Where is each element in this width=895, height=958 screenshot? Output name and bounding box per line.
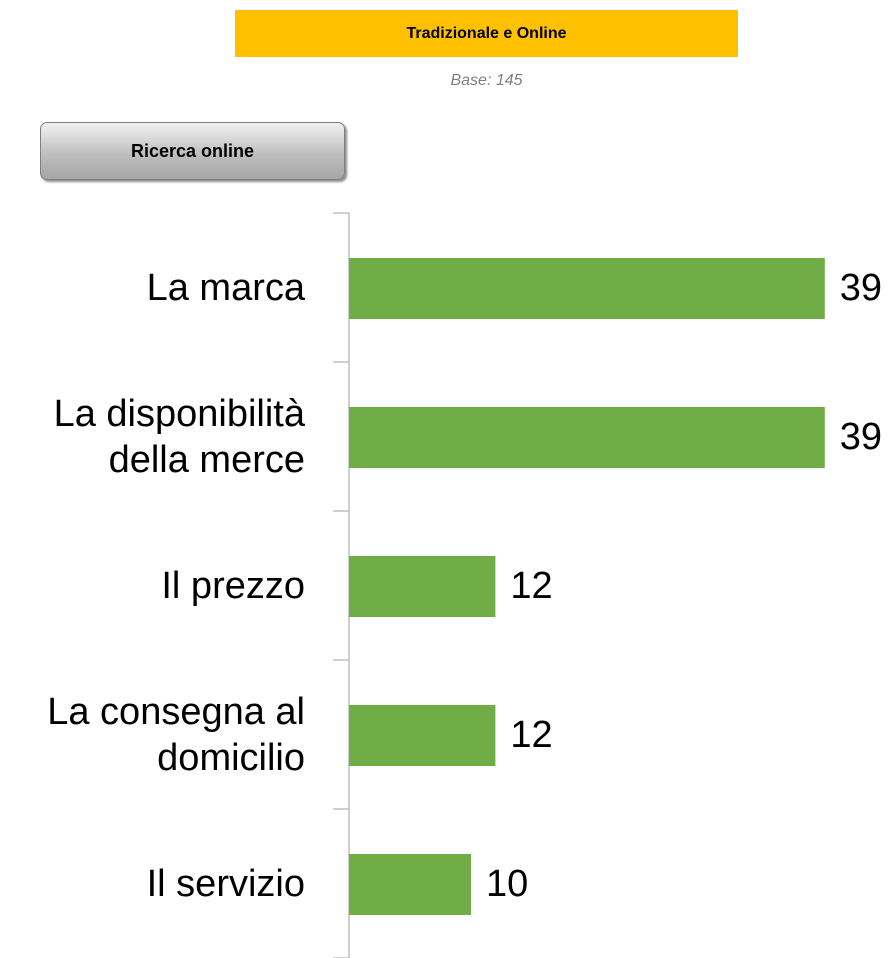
data-label: 10 xyxy=(486,863,529,905)
data-label: 12 xyxy=(510,714,553,756)
panel-label: Ricerca online xyxy=(40,122,345,180)
category-label: Il prezzo xyxy=(161,565,305,607)
data-label: 12 xyxy=(510,565,553,607)
bar xyxy=(349,407,825,468)
data-label: 39 xyxy=(839,267,883,309)
chart-subtitle: Base: 145 xyxy=(450,72,523,89)
bar xyxy=(349,258,825,319)
category-label: Il servizio xyxy=(146,863,305,905)
category-label: La marca xyxy=(146,267,305,309)
chart-title: Tradizionale e Online xyxy=(235,10,738,57)
category-label: La consegna al domicilio xyxy=(47,691,305,779)
bar xyxy=(349,556,496,617)
category-label: La disponibilità della merce xyxy=(53,393,305,481)
bar xyxy=(349,854,471,915)
data-label: 39 xyxy=(839,416,883,458)
bar xyxy=(349,705,496,766)
